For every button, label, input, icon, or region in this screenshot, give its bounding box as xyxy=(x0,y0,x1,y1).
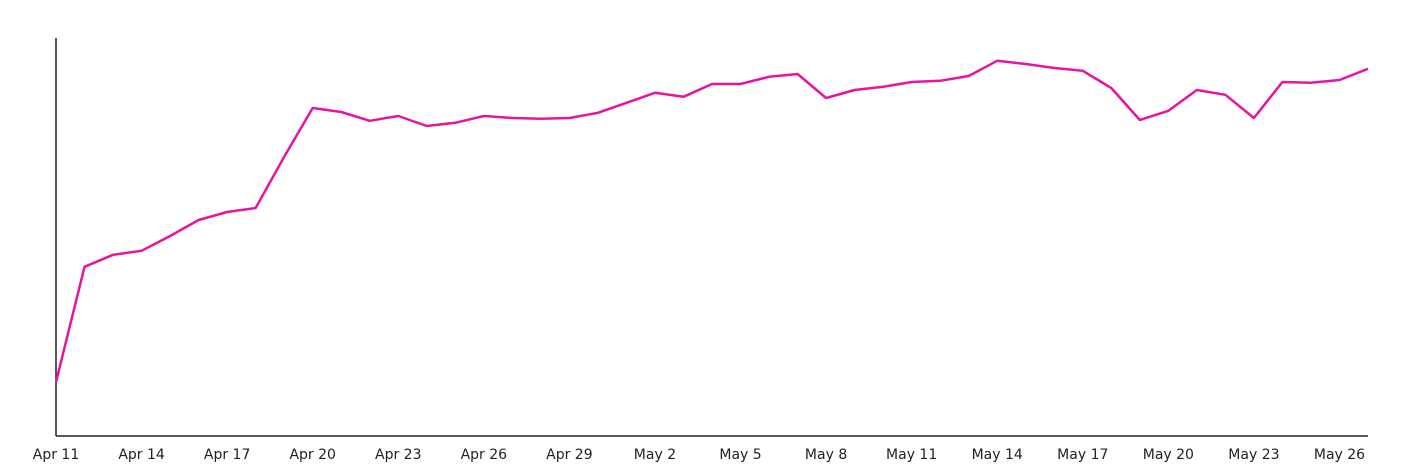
x-tick-label: May 23 xyxy=(1228,447,1279,463)
x-tick-label: May 11 xyxy=(886,447,937,463)
x-tick-label: May 2 xyxy=(634,447,676,463)
x-tick-label: May 14 xyxy=(972,447,1023,463)
x-tick-label: Apr 29 xyxy=(546,447,592,463)
x-tick-label: May 8 xyxy=(805,447,847,463)
x-tick-label: May 5 xyxy=(719,447,761,463)
x-tick-label: Apr 23 xyxy=(375,447,421,463)
x-tick-label: Apr 14 xyxy=(118,447,165,463)
x-tick-label: May 26 xyxy=(1314,447,1365,463)
x-tick-label: May 20 xyxy=(1143,447,1194,463)
line xyxy=(54,59,1369,383)
x-tick-label: Apr 26 xyxy=(461,447,508,463)
x-tick-label: May 17 xyxy=(1057,447,1108,463)
x-tick-label: Apr 17 xyxy=(204,447,250,463)
x-tick-label: Apr 20 xyxy=(289,447,335,463)
x-tick-label: Apr 11 xyxy=(33,447,79,463)
